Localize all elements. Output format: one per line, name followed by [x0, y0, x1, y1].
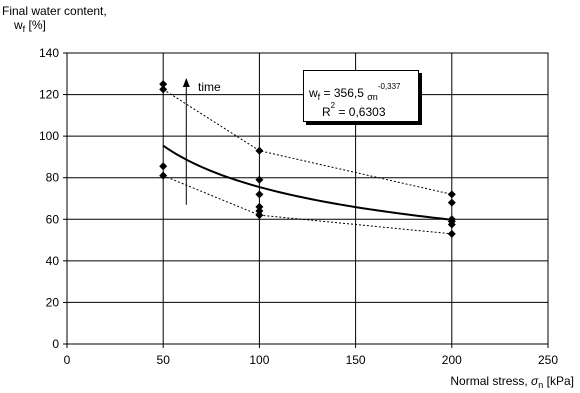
y-axis-label: Final water content, [2, 4, 107, 18]
data-point [255, 175, 264, 184]
y-tick-label: 60 [46, 212, 60, 226]
upper-envelope-line [162, 88, 452, 195]
y-tick-label: 100 [39, 129, 59, 143]
data-point [447, 198, 456, 207]
y-axis-label-unit: wf [%] [14, 18, 46, 34]
data-point [159, 85, 168, 94]
equation-box: wf = 356,5 σn-0,337 R2 = 0,6303 [303, 70, 419, 122]
y-tick-label: 40 [46, 254, 60, 268]
y-tick-label: 20 [46, 295, 60, 309]
x-axis-label: Normal stress, σn [kPa] [450, 374, 574, 390]
r-squared: R2 = 0,6303 [322, 101, 386, 119]
x-tick-label: 0 [64, 353, 71, 367]
fit-equation: wf = 356,5 σn-0,337 [309, 82, 401, 102]
x-tick-label: 200 [442, 353, 462, 367]
y-tick-label: 80 [46, 171, 60, 185]
data-point [255, 146, 264, 155]
data-point [255, 202, 264, 211]
data-point [159, 80, 168, 89]
data-point [447, 229, 456, 238]
data-point [255, 206, 264, 215]
y-tick-label: 140 [39, 46, 59, 60]
x-tick-label: 100 [249, 353, 269, 367]
y-tick-label: 120 [39, 88, 59, 102]
data-point [447, 190, 456, 199]
x-tick-label: 150 [346, 353, 366, 367]
time-arrow-head [182, 77, 190, 87]
lower-envelope-line [163, 175, 452, 235]
data-point [255, 190, 264, 199]
power-fit-curve [162, 144, 452, 221]
data-point [447, 220, 456, 229]
time-annotation: time [198, 80, 221, 94]
x-tick-label: 250 [538, 353, 558, 367]
data-point [159, 171, 168, 180]
data-point [255, 211, 264, 220]
y-tick-label: 0 [52, 337, 59, 351]
x-tick-label: 50 [157, 353, 171, 367]
data-point [159, 162, 168, 171]
